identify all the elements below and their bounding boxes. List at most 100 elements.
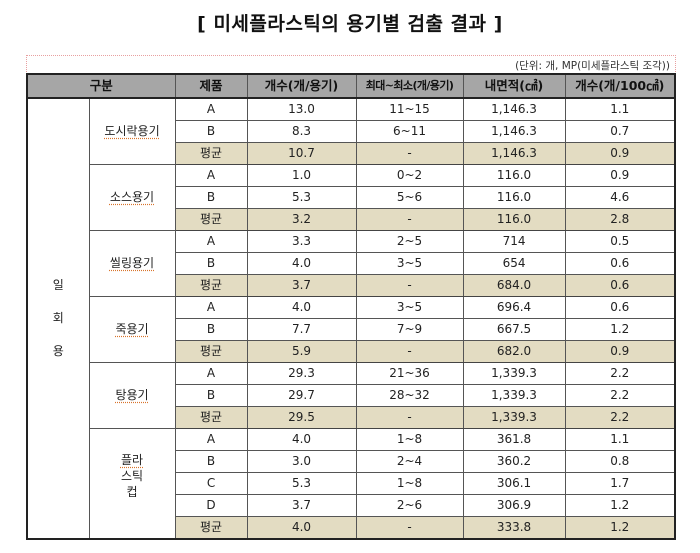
count-cell: 4.0 — [246, 296, 357, 319]
per100-cell: 0.6 — [564, 296, 676, 319]
per100-cell: 1.2 — [564, 494, 676, 517]
header-inner-area: 내면적(㎠) — [462, 73, 566, 99]
product-cell: 평균 — [174, 142, 248, 165]
per100-cell: 0.8 — [564, 450, 676, 473]
range-cell: - — [355, 142, 464, 165]
per100-cell: 2.2 — [564, 362, 676, 385]
category-char: 일 — [52, 278, 64, 292]
area-cell: 116.0 — [462, 164, 566, 187]
product-cell: 평균 — [174, 208, 248, 231]
product-cell: B — [174, 450, 248, 473]
count-cell: 4.0 — [246, 516, 357, 540]
product-cell: A — [174, 428, 248, 451]
table-row: 일 회 용 도시락용기 A 13.0 11~15 1,146.3 1.1 — [26, 97, 676, 540]
range-cell: 2~4 — [355, 450, 464, 473]
per100-cell: 0.9 — [564, 340, 676, 363]
area-cell: 116.0 — [462, 208, 566, 231]
count-cell: 29.3 — [246, 362, 357, 385]
dotted-frame — [26, 55, 676, 74]
area-cell: 1,339.3 — [462, 406, 566, 429]
table-row: 탕용기 A 29.3 21~36 1,339.3 2.2 — [27, 362, 676, 429]
count-cell: 1.0 — [246, 164, 357, 187]
page-title: [ 미세플라스틱의 용기별 검출 결과 ] — [197, 13, 503, 35]
per100-cell: 1.1 — [564, 97, 676, 121]
group-name-line: 플라 — [120, 453, 144, 467]
area-cell: 1,146.3 — [462, 97, 566, 121]
category-char: 회 — [52, 311, 64, 325]
group-name: 죽용기 — [115, 322, 149, 336]
range-cell: 5~6 — [355, 186, 464, 209]
group-name: 소스용기 — [109, 190, 155, 204]
product-cell: B — [174, 384, 248, 407]
count-cell: 5.3 — [246, 472, 357, 495]
per100-cell: 0.6 — [564, 252, 676, 275]
range-cell: 6~11 — [355, 120, 464, 143]
area-cell: 333.8 — [462, 516, 566, 540]
range-cell: - — [355, 406, 464, 429]
range-cell: 2~5 — [355, 230, 464, 253]
count-cell: 7.7 — [246, 318, 357, 341]
group-name-cell: 탕용기 — [88, 362, 176, 429]
count-cell: 4.0 — [246, 252, 357, 275]
table-row-average: 평균 29.5-1,339.3 2.2 — [27, 406, 676, 429]
range-cell: - — [355, 274, 464, 297]
header-max-min: 최대~최소(개/용기) — [355, 73, 464, 99]
unit-note: (단위: 개, MP(미세플라스틱 조각)) — [515, 60, 670, 72]
table-row: B 29.7 28~32 1,339.3 2.2 — [27, 384, 676, 407]
table-row: C 5.3 1~8 306.1 1.7 — [27, 472, 676, 495]
product-cell: A — [174, 164, 248, 187]
per100-cell: 1.2 — [564, 318, 676, 341]
range-cell: 7~9 — [355, 318, 464, 341]
range-cell: - — [355, 516, 464, 540]
area-cell: 116.0 — [462, 186, 566, 209]
area-cell: 361.8 — [462, 428, 566, 451]
area-cell: 306.9 — [462, 494, 566, 517]
area-cell: 1,146.3 — [462, 120, 566, 143]
range-cell: 3~5 — [355, 252, 464, 275]
table-row-average: 평균 3.2-116.0 2.8 — [27, 208, 676, 231]
range-cell: - — [355, 208, 464, 231]
category-char: 용 — [52, 344, 64, 358]
header-count-per-100: 개수(개/100㎠) — [564, 73, 676, 99]
count-cell: 5.3 — [246, 186, 357, 209]
product-cell: A — [174, 362, 248, 385]
table-row: B 7.7 7~9 667.5 1.2 — [27, 318, 676, 341]
per100-cell: 0.7 — [564, 120, 676, 143]
range-cell: 2~6 — [355, 494, 464, 517]
per100-cell: 0.9 — [564, 164, 676, 187]
group-name: 씰링용기 — [109, 256, 155, 270]
group-name: 도시락용기 — [104, 124, 160, 138]
group-name-cell: 도시락용기 — [88, 97, 176, 165]
table-row: 씰링용기 A 3.3 2~5 714 0.5 — [27, 230, 676, 297]
area-cell: 654 — [462, 252, 566, 275]
product-cell: B — [174, 252, 248, 275]
count-cell: 3.3 — [246, 230, 357, 253]
product-cell: B — [174, 318, 248, 341]
table-row: 죽용기 A 4.0 3~5 696.4 0.6 — [27, 296, 676, 363]
per100-cell: 1.7 — [564, 472, 676, 495]
count-cell: 4.0 — [246, 428, 357, 451]
product-cell: 평균 — [174, 516, 248, 540]
product-cell: B — [174, 120, 248, 143]
per100-cell: 0.9 — [564, 142, 676, 165]
count-cell: 5.9 — [246, 340, 357, 363]
per100-cell: 1.1 — [564, 428, 676, 451]
header-count: 개수(개/용기) — [246, 73, 357, 99]
count-cell: 8.3 — [246, 120, 357, 143]
range-cell: 21~36 — [355, 362, 464, 385]
table-row-average: 평균 5.9-682.0 0.9 — [27, 340, 676, 363]
product-cell: B — [174, 186, 248, 209]
group-name-cell: 씰링용기 — [88, 230, 176, 297]
product-cell: C — [174, 472, 248, 495]
header-row: 구분 제품 개수(개/용기) 최대~최소(개/용기) 내면적(㎠) 개수(개/1… — [26, 73, 676, 99]
area-cell: 714 — [462, 230, 566, 253]
group-name-cell: 소스용기 — [88, 164, 176, 231]
per100-cell: 0.5 — [564, 230, 676, 253]
count-cell: 3.7 — [246, 274, 357, 297]
product-cell: A — [174, 97, 248, 121]
table-row: 플라 스틱 컵 A 4.0 1~8 361.8 1.1 — [27, 428, 676, 540]
group-name-line: 스틱 — [120, 469, 144, 483]
product-cell: 평균 — [174, 340, 248, 363]
